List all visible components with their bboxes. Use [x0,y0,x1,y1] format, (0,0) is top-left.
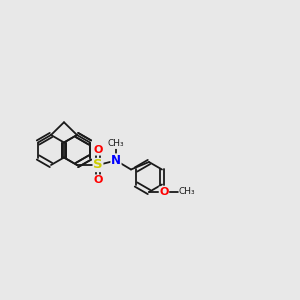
Text: CH₃: CH₃ [108,140,124,148]
Text: O: O [159,187,169,197]
Text: O: O [93,145,103,155]
Text: N: N [111,154,121,167]
Text: S: S [93,158,103,172]
Text: CH₃: CH₃ [179,188,196,196]
Text: O: O [93,175,103,185]
